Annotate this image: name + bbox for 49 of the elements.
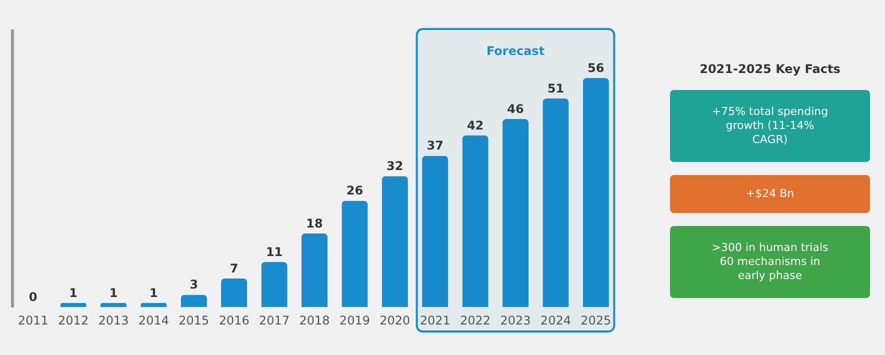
bar [542, 98, 569, 307]
x-tick-label: 2012 [58, 314, 89, 328]
data-label: 1 [150, 286, 158, 300]
data-label: 26 [346, 184, 364, 198]
bar [342, 200, 368, 307]
bar [582, 78, 609, 307]
bar [140, 302, 167, 307]
text: 2021-2025 Key Facts [700, 62, 840, 76]
x-tick-label: 2018 [299, 314, 330, 328]
bar [180, 294, 207, 307]
data-label: 42 [466, 118, 484, 132]
bar [502, 118, 529, 307]
x-tick-label: 2021 [420, 314, 450, 328]
x-tick-label: 2011 [18, 314, 48, 328]
x-tick-label: 2024 [540, 314, 571, 328]
data-label: 37 [426, 138, 444, 153]
data-label: 0 [28, 290, 38, 304]
x-tick-label: 2025 [580, 314, 612, 328]
text: +$24 Bn [670, 175, 870, 213]
text: +75% total spending growth (11-14% CAGR) [670, 90, 870, 162]
bar [422, 156, 448, 307]
x-tick-label: 2019 [339, 314, 370, 328]
bar [462, 135, 488, 307]
data-label: 1 [109, 286, 118, 300]
x-tick-label: 2023 [500, 314, 531, 328]
data-label: 56 [588, 61, 604, 76]
x-tick-label: 2013 [98, 314, 129, 328]
data-label: 1 [69, 286, 78, 300]
bar [60, 302, 86, 307]
data-label: 7 [230, 261, 238, 276]
text: >300 in human trials 60 mechanisms in early phase [670, 226, 870, 298]
data-label: 3 [190, 278, 198, 292]
data-label: 46 [507, 102, 524, 116]
bar [261, 262, 288, 307]
x-tick-label: 2020 [380, 314, 410, 328]
data-label: 32 [386, 159, 404, 174]
bar [100, 302, 127, 307]
band-label: Forecast [486, 44, 545, 58]
bar [301, 233, 328, 307]
x-tick-label: 2017 [259, 314, 290, 328]
bar [221, 278, 248, 307]
x-tick-label: 2022 [460, 314, 491, 328]
data-label: 51 [547, 82, 564, 96]
x-tick-label: 2014 [138, 314, 169, 328]
data-label: 18 [306, 216, 323, 230]
x-tick-label: 2015 [178, 314, 210, 328]
data-label: 11 [266, 245, 283, 260]
bar [382, 176, 408, 307]
x-tick-label: 2016 [218, 314, 250, 328]
